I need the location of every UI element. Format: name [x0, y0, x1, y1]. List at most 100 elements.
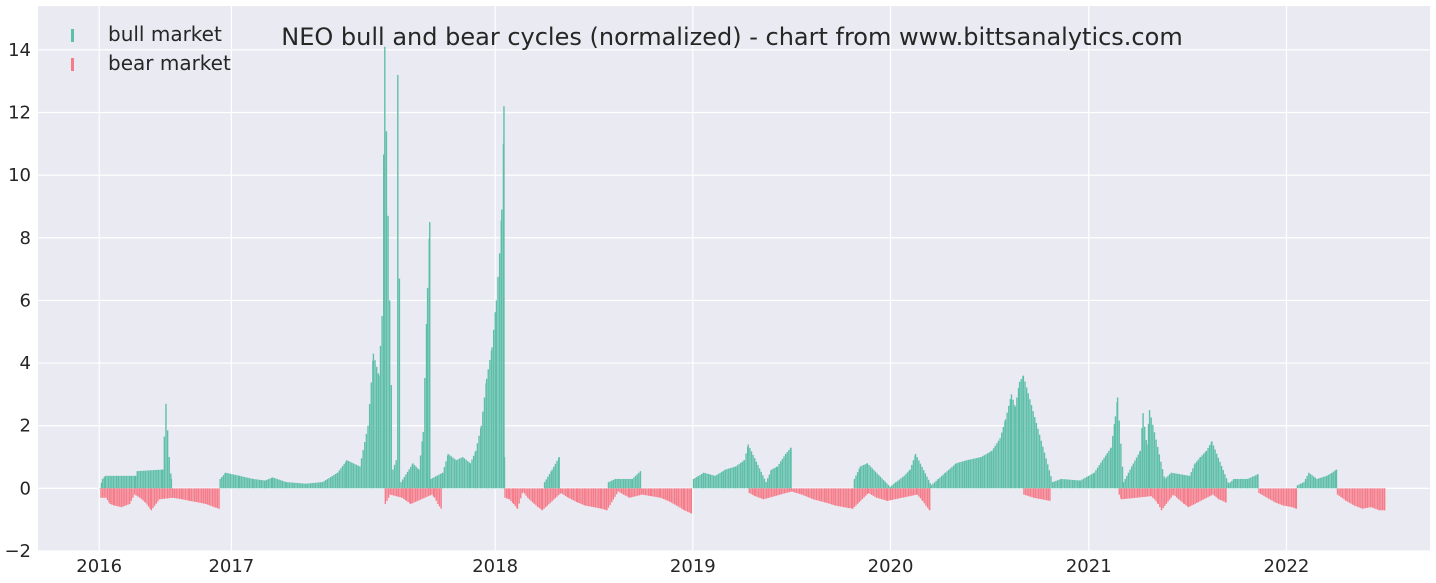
bull-bar — [1304, 478, 1307, 489]
bull-bar — [471, 459, 473, 489]
bear-bar — [108, 488, 110, 503]
y-tick-label: 14 — [8, 40, 31, 61]
bull-bar — [1096, 467, 1099, 489]
bull-bar — [292, 482, 294, 489]
bear-bar — [664, 488, 667, 500]
bear-bar — [528, 488, 531, 500]
bull-bar — [1075, 480, 1077, 489]
bear-bar — [633, 488, 636, 497]
bull-bar — [1253, 475, 1255, 489]
bull-bar — [232, 474, 235, 489]
bear-bar — [1120, 488, 1123, 500]
bull-bar — [692, 478, 695, 489]
bull-bar — [234, 474, 236, 489]
bull-bar — [952, 465, 955, 489]
bull-bar — [960, 461, 962, 489]
bear-bar — [181, 488, 183, 500]
bull-bar — [455, 460, 457, 489]
bull-bar — [139, 470, 142, 489]
bull-bar — [886, 483, 888, 489]
bear-bar — [165, 488, 167, 499]
bull-bar — [397, 74, 399, 489]
bull-bar — [1148, 410, 1151, 489]
bear-bar — [916, 488, 918, 495]
bull-bar — [1121, 466, 1124, 489]
bear-bar — [1340, 488, 1342, 497]
bull-bar — [1212, 445, 1215, 489]
bear-bar — [414, 488, 417, 502]
bull-bar — [1205, 450, 1208, 489]
bull-bar — [435, 476, 437, 489]
bear-bar — [774, 488, 776, 497]
bull-bar — [1155, 439, 1157, 489]
bull-bar — [480, 425, 482, 489]
bear-bar — [1383, 488, 1386, 511]
bear-bar — [586, 488, 588, 506]
bear-bar — [783, 488, 786, 494]
bull-bar — [300, 483, 302, 489]
bull-bar — [1144, 426, 1146, 489]
bear-bar — [413, 488, 415, 503]
bull-bar — [248, 478, 251, 489]
bear-bar — [861, 488, 864, 499]
bull-bar — [453, 458, 456, 489]
bear-bar — [100, 488, 102, 498]
bear-bar — [510, 488, 512, 502]
bull-bar — [1078, 480, 1080, 489]
bull-bar — [926, 476, 928, 489]
bear-bar — [1049, 488, 1051, 501]
bear-bar — [391, 488, 393, 496]
bull-bar — [392, 469, 394, 489]
bull-bar — [257, 479, 259, 489]
bull-bar — [1089, 475, 1091, 489]
bear-bar — [899, 488, 902, 499]
bear-bar — [513, 488, 515, 505]
bull-bar — [1062, 479, 1064, 489]
bear-bar — [809, 488, 811, 498]
bear-bar — [885, 488, 888, 501]
bear-bar — [877, 488, 879, 499]
bear-bar — [1218, 488, 1220, 500]
bear-bar — [820, 488, 823, 502]
bull-bar — [329, 477, 332, 489]
bull-bar — [619, 478, 622, 489]
bull-bar — [468, 462, 470, 489]
bear-bar — [1338, 488, 1340, 496]
bear-bar — [211, 488, 214, 507]
bull-bar — [1324, 476, 1326, 489]
bear-bar — [1294, 488, 1296, 509]
bear-bar — [1279, 488, 1281, 505]
bull-bar — [375, 366, 378, 489]
bull-bar — [439, 473, 442, 489]
bull-bar — [739, 462, 742, 489]
legend-swatch-bull — [71, 29, 74, 42]
bear-bar — [206, 488, 209, 505]
bull-bar — [1087, 476, 1090, 489]
bear-bar — [655, 488, 657, 498]
bear-bar — [1037, 488, 1040, 499]
bear-bar — [569, 488, 571, 499]
bull-bar — [743, 460, 746, 489]
bear-bar — [1150, 488, 1152, 497]
bull-bar — [735, 466, 737, 489]
bull-bar — [466, 461, 469, 489]
bull-bar — [112, 475, 115, 489]
bear-bar — [429, 488, 431, 496]
bull-bar — [1331, 472, 1333, 489]
bear-bar — [635, 488, 637, 497]
bull-bar — [159, 469, 161, 489]
bull-bar — [992, 448, 995, 489]
bear-bar — [561, 488, 564, 495]
bull-bar — [616, 478, 618, 489]
bull-bar — [898, 479, 901, 489]
bull-bar — [631, 478, 634, 489]
bull-bar — [1112, 435, 1114, 489]
bull-bar — [755, 461, 758, 489]
bear-bar — [925, 488, 927, 506]
bear-bar — [1217, 488, 1219, 499]
bear-bar — [560, 488, 562, 494]
bear-bar — [596, 488, 598, 508]
bear-bar — [105, 488, 107, 498]
bear-bar — [1160, 488, 1163, 511]
bear-bar — [1372, 488, 1374, 508]
